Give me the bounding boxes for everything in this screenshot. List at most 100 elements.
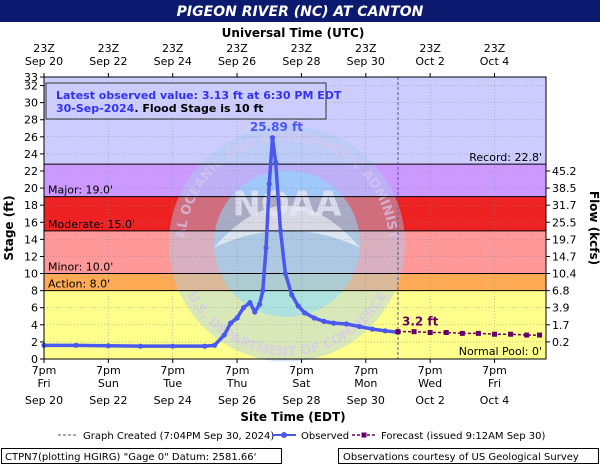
x-tick-day: Wed bbox=[418, 377, 442, 390]
top-tick-date: Sep 30 bbox=[347, 55, 385, 68]
x-tick-date: Sep 30 bbox=[347, 394, 385, 407]
observed-point bbox=[252, 309, 258, 315]
x-tick-day: Fri bbox=[37, 377, 50, 390]
observed-point bbox=[289, 292, 295, 298]
observed-point bbox=[240, 305, 247, 311]
normal-pool-label: Normal Pool: 0' bbox=[459, 345, 542, 358]
flow-tick-label: 31.7 bbox=[552, 199, 577, 212]
noaa-text: NOAA bbox=[232, 185, 342, 225]
top-tick-date: Sep 20 bbox=[25, 55, 63, 68]
action-stage-label: Action: 8.0' bbox=[48, 278, 110, 291]
observed-point bbox=[343, 321, 350, 327]
noaa-bird-icon bbox=[213, 205, 361, 248]
chart-title: PIGEON RIVER (NC) AT CANTON bbox=[177, 4, 424, 20]
observed-point bbox=[263, 245, 269, 251]
x-tick-time: 7pm bbox=[96, 364, 121, 377]
observed-point bbox=[73, 342, 79, 348]
observed-point bbox=[277, 228, 284, 234]
x-tick-day: Thu bbox=[226, 377, 248, 390]
forecast-start-label: 3.2 ft bbox=[402, 315, 439, 329]
minor-stage-label: Minor: 10.0' bbox=[48, 261, 113, 274]
y-axis-title: Stage (ft) bbox=[2, 195, 16, 260]
x-tick-date: Oct 4 bbox=[480, 394, 510, 407]
record-stage-label: Record: 22.8' bbox=[469, 151, 542, 164]
series: 25.89 ft 3.2 ft bbox=[41, 77, 543, 359]
forecast-point bbox=[475, 330, 481, 336]
x-tick-date: Oct 2 bbox=[415, 394, 445, 407]
observed-point bbox=[282, 270, 288, 277]
observed-point bbox=[311, 315, 317, 321]
observed-point bbox=[228, 320, 234, 326]
top-tick-time: 23Z bbox=[98, 42, 120, 55]
observed-point bbox=[234, 315, 240, 321]
observed-point bbox=[202, 343, 208, 349]
x-tick-day: Sun bbox=[98, 377, 119, 390]
x-tick-day: Fri bbox=[488, 377, 501, 390]
x-tick-date: Sep 22 bbox=[89, 394, 127, 407]
flow-tick-label: 10.4 bbox=[552, 268, 577, 281]
top-tick-date: Sep 26 bbox=[218, 55, 256, 68]
y-tick-label: 22 bbox=[24, 165, 38, 178]
x-tick-date: Sep 20 bbox=[25, 394, 63, 407]
latest-value-text: Latest observed value: 3.13 ft at 6:30 P… bbox=[56, 89, 342, 102]
top-tick-date: Oct 2 bbox=[415, 55, 445, 68]
y-tick-label: 32 bbox=[24, 80, 38, 93]
observed-point bbox=[382, 328, 388, 334]
observed-point bbox=[137, 343, 144, 349]
y-tick-label: 14 bbox=[24, 233, 38, 246]
x-tick-day: Sat bbox=[292, 377, 311, 390]
axes: 02468101214161820222426283032330.21.73.9… bbox=[24, 42, 577, 407]
y-tick-label: 16 bbox=[24, 216, 38, 229]
x-tick-time: 7pm bbox=[160, 364, 185, 377]
forecast-point bbox=[427, 330, 433, 336]
top-tick-date: Sep 24 bbox=[154, 55, 192, 68]
top-tick-time: 23Z bbox=[33, 42, 55, 55]
top-axis-title: Universal Time (UTC) bbox=[222, 26, 365, 40]
forecast-point bbox=[524, 332, 530, 338]
moderate-stage-label: Moderate: 15.0' bbox=[48, 218, 135, 231]
top-tick-time: 23Z bbox=[291, 42, 313, 55]
x-tick-time: 7pm bbox=[289, 364, 314, 377]
y2-axis-title: Flow (kcfs) bbox=[587, 191, 600, 265]
x-tick-date: Sep 28 bbox=[282, 394, 320, 407]
y-tick-label: 18 bbox=[24, 199, 38, 212]
y-tick-label: 28 bbox=[24, 114, 38, 127]
observed-point bbox=[260, 288, 266, 294]
x-tick-time: 7pm bbox=[418, 364, 443, 377]
major-stage-label: Major: 19.0' bbox=[48, 184, 113, 197]
top-tick-time: 23Z bbox=[162, 42, 184, 55]
y-tick-label: 6 bbox=[31, 302, 38, 315]
forecast-point bbox=[411, 329, 417, 335]
observed-point bbox=[302, 310, 308, 316]
forecast-point bbox=[537, 332, 543, 338]
y-tick-label: 12 bbox=[24, 250, 38, 263]
top-tick-time: 23Z bbox=[226, 42, 248, 55]
footer-left-box bbox=[1, 448, 282, 464]
x-tick-time: 7pm bbox=[353, 364, 378, 377]
flow-tick-label: 6.8 bbox=[552, 285, 570, 298]
y-tick-label: 2 bbox=[31, 336, 38, 349]
y-tick-label: 10 bbox=[24, 268, 38, 281]
footer-datum: CTPN7(plotting HGIRG) "Gage 0" Datum: 25… bbox=[5, 452, 256, 463]
x-axis-title: Site Time (EDT) bbox=[240, 410, 345, 424]
latest-value-date-line: 30-Sep-2024. Flood Stage is 10 ft bbox=[56, 102, 264, 115]
top-tick-time: 23Z bbox=[484, 42, 506, 55]
top-tick-time: 23Z bbox=[419, 42, 441, 55]
observed-point bbox=[247, 300, 253, 306]
observed-point bbox=[369, 326, 375, 332]
forecast-line bbox=[397, 330, 540, 336]
legend: Graph Created (7:04PM Sep 30, 2024) Obse… bbox=[58, 431, 545, 442]
footer-right-box bbox=[338, 448, 599, 464]
top-tick-date: Sep 22 bbox=[89, 55, 127, 68]
latest-value-box bbox=[45, 82, 327, 120]
forecast-point bbox=[395, 329, 401, 335]
legend-observed-label: Observed bbox=[301, 431, 349, 442]
observed-point bbox=[295, 303, 301, 309]
stage-lines: Record: 22.8' Major: 19.0' Moderate: 15.0'… bbox=[44, 151, 546, 358]
x-tick-date: Sep 24 bbox=[154, 394, 192, 407]
y-tick-label: 8 bbox=[31, 285, 38, 298]
x-tick-time: 7pm bbox=[482, 364, 507, 377]
top-tick-date: Sep 28 bbox=[282, 55, 320, 68]
x-tick-day: Tue bbox=[162, 377, 182, 390]
observed-point bbox=[356, 323, 362, 330]
